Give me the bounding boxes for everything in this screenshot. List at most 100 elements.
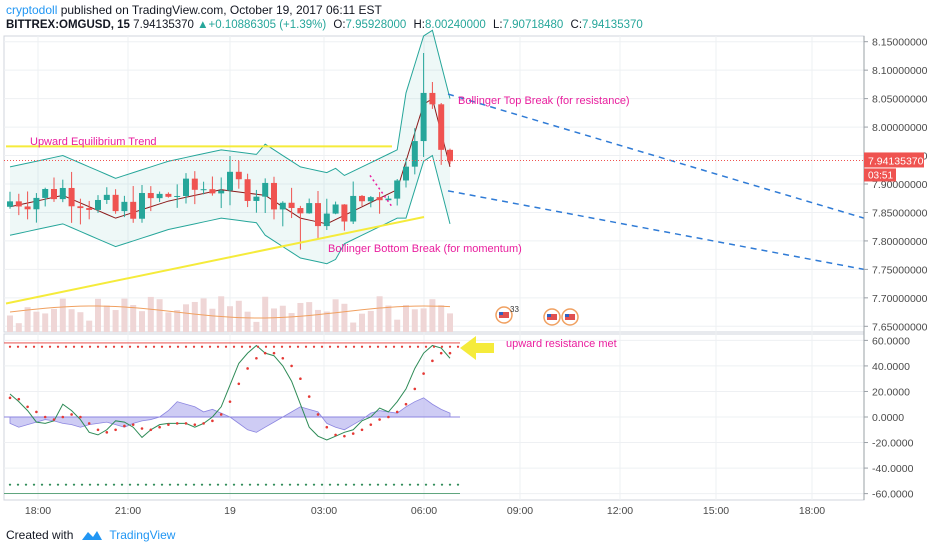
volume-bar: [103, 305, 110, 332]
price-tick-label: 7.85000000: [872, 207, 928, 219]
oscillator-signal-dot: [123, 424, 126, 428]
oscillator-signal-dot: [351, 432, 355, 435]
lower-band-dot: [136, 483, 140, 486]
countdown-tag: [864, 168, 896, 182]
event-flag-canton: [499, 312, 503, 315]
candle-body: [429, 92, 436, 105]
price-tick-label: 7.70000000: [872, 293, 928, 305]
oscillator-signal-dot: [219, 413, 223, 416]
event-count-label: 33: [510, 305, 519, 314]
event-flag-stripe: [565, 314, 575, 320]
lower-band-dot: [216, 483, 220, 486]
volume-bar: [68, 309, 75, 332]
tradingview-logo-icon: [81, 529, 103, 541]
volume-bar: [33, 311, 40, 332]
volume-bar: [95, 298, 101, 332]
oscillator-line: [9, 344, 451, 441]
footer: Created with TradingView: [6, 527, 175, 543]
low-label: L:: [492, 19, 503, 31]
lower-band-dot: [432, 483, 436, 486]
oscillator-signal-dot: [237, 382, 241, 386]
volume-bar: [7, 315, 13, 332]
price-tick-label: 7.90000000: [872, 179, 928, 191]
candle-body: [385, 198, 392, 201]
candle-body: [271, 182, 277, 210]
lower-band-dot: [232, 483, 236, 486]
volume-bar: [403, 305, 409, 332]
candle-body: [420, 92, 427, 142]
candle-body: [341, 204, 348, 222]
upper-band-dot: [184, 345, 188, 348]
upper-band-dot: [400, 345, 404, 348]
volume-bar: [315, 309, 321, 332]
oscillator-signal-dot: [175, 422, 179, 425]
upper-band-dot: [48, 345, 52, 348]
volume-bar: [271, 308, 277, 332]
upper-band-dot: [192, 345, 196, 348]
candle-body: [350, 195, 357, 222]
oscillator-signal-dot: [35, 410, 38, 414]
upper-band-dot: [40, 345, 44, 348]
oscillator-signal-dot: [202, 422, 205, 425]
lower-band-dot: [72, 483, 76, 486]
osc-tick-label: 60.0000: [872, 335, 910, 347]
bollinger-upper-line: [9, 29, 451, 179]
upper-band-dot: [304, 345, 308, 348]
oscillator-signal-dot: [255, 356, 258, 360]
oscillator-signal-dot: [184, 422, 188, 425]
volume-bar: [367, 310, 374, 332]
lower-band-dot: [80, 483, 84, 486]
tradingview-link[interactable]: TradingView: [109, 528, 176, 542]
author-link[interactable]: cryptodoll: [6, 3, 58, 17]
close-value: 7.94135370: [582, 19, 643, 31]
volume-bar: [385, 305, 392, 332]
event-flag-canton: [565, 314, 569, 317]
osc-tick-label: -40.0000: [872, 463, 914, 475]
symbol-label[interactable]: BITTREX:OMGUSD, 15: [6, 19, 130, 31]
oscillator-signal-dot: [413, 387, 417, 391]
candle-body: [394, 180, 401, 199]
upper-band-dot: [368, 345, 372, 348]
lower-band-dot: [56, 483, 60, 486]
volume-bar: [447, 313, 453, 332]
lower-band-dot: [360, 483, 364, 486]
candle-body: [279, 202, 286, 210]
lower-band-dot: [368, 483, 372, 486]
up-arrow-icon: ▲: [197, 19, 209, 31]
oscillator-signal-dot: [378, 418, 381, 421]
price-tick-label: 7.65000000: [872, 321, 928, 333]
upper-band-dot: [312, 345, 316, 348]
volume-bar: [156, 299, 163, 332]
candle-body: [191, 178, 198, 190]
candle-body: [200, 189, 207, 191]
created-with-text: Created with: [6, 528, 74, 542]
upper-band-dot: [232, 345, 236, 348]
volume-bar: [429, 299, 436, 332]
x-tick-label: 18:00: [799, 505, 825, 517]
x-tick-label: 09:00: [507, 505, 533, 517]
upper-band-dot: [56, 345, 60, 348]
low-value: 7.90718480: [502, 19, 564, 31]
lower-band-dot: [104, 483, 108, 486]
candle-body: [112, 194, 119, 212]
lower-band-dot: [112, 483, 116, 486]
oscillator-signal-dot: [290, 364, 293, 368]
oscillator-signal-dot: [281, 356, 285, 360]
candle-body: [86, 208, 93, 210]
osc-tick-label: -60.0000: [872, 489, 914, 501]
lower-band-dot: [344, 483, 348, 486]
price-axes: [863, 36, 868, 500]
upper-band-dot: [336, 345, 340, 348]
volume-bar: [253, 321, 260, 332]
oscillator-signal-dot: [114, 428, 117, 432]
volume-bar: [306, 302, 313, 332]
x-tick-label: 21:00: [115, 505, 141, 517]
upper-band-dot: [440, 345, 444, 348]
upper-band-dot: [216, 345, 220, 348]
upper-band-dot: [296, 345, 300, 348]
upper-band-dot: [144, 345, 148, 348]
x-tick-label: 15:00: [703, 505, 729, 517]
volume-bar: [24, 307, 31, 332]
volume-bar: [59, 298, 66, 332]
